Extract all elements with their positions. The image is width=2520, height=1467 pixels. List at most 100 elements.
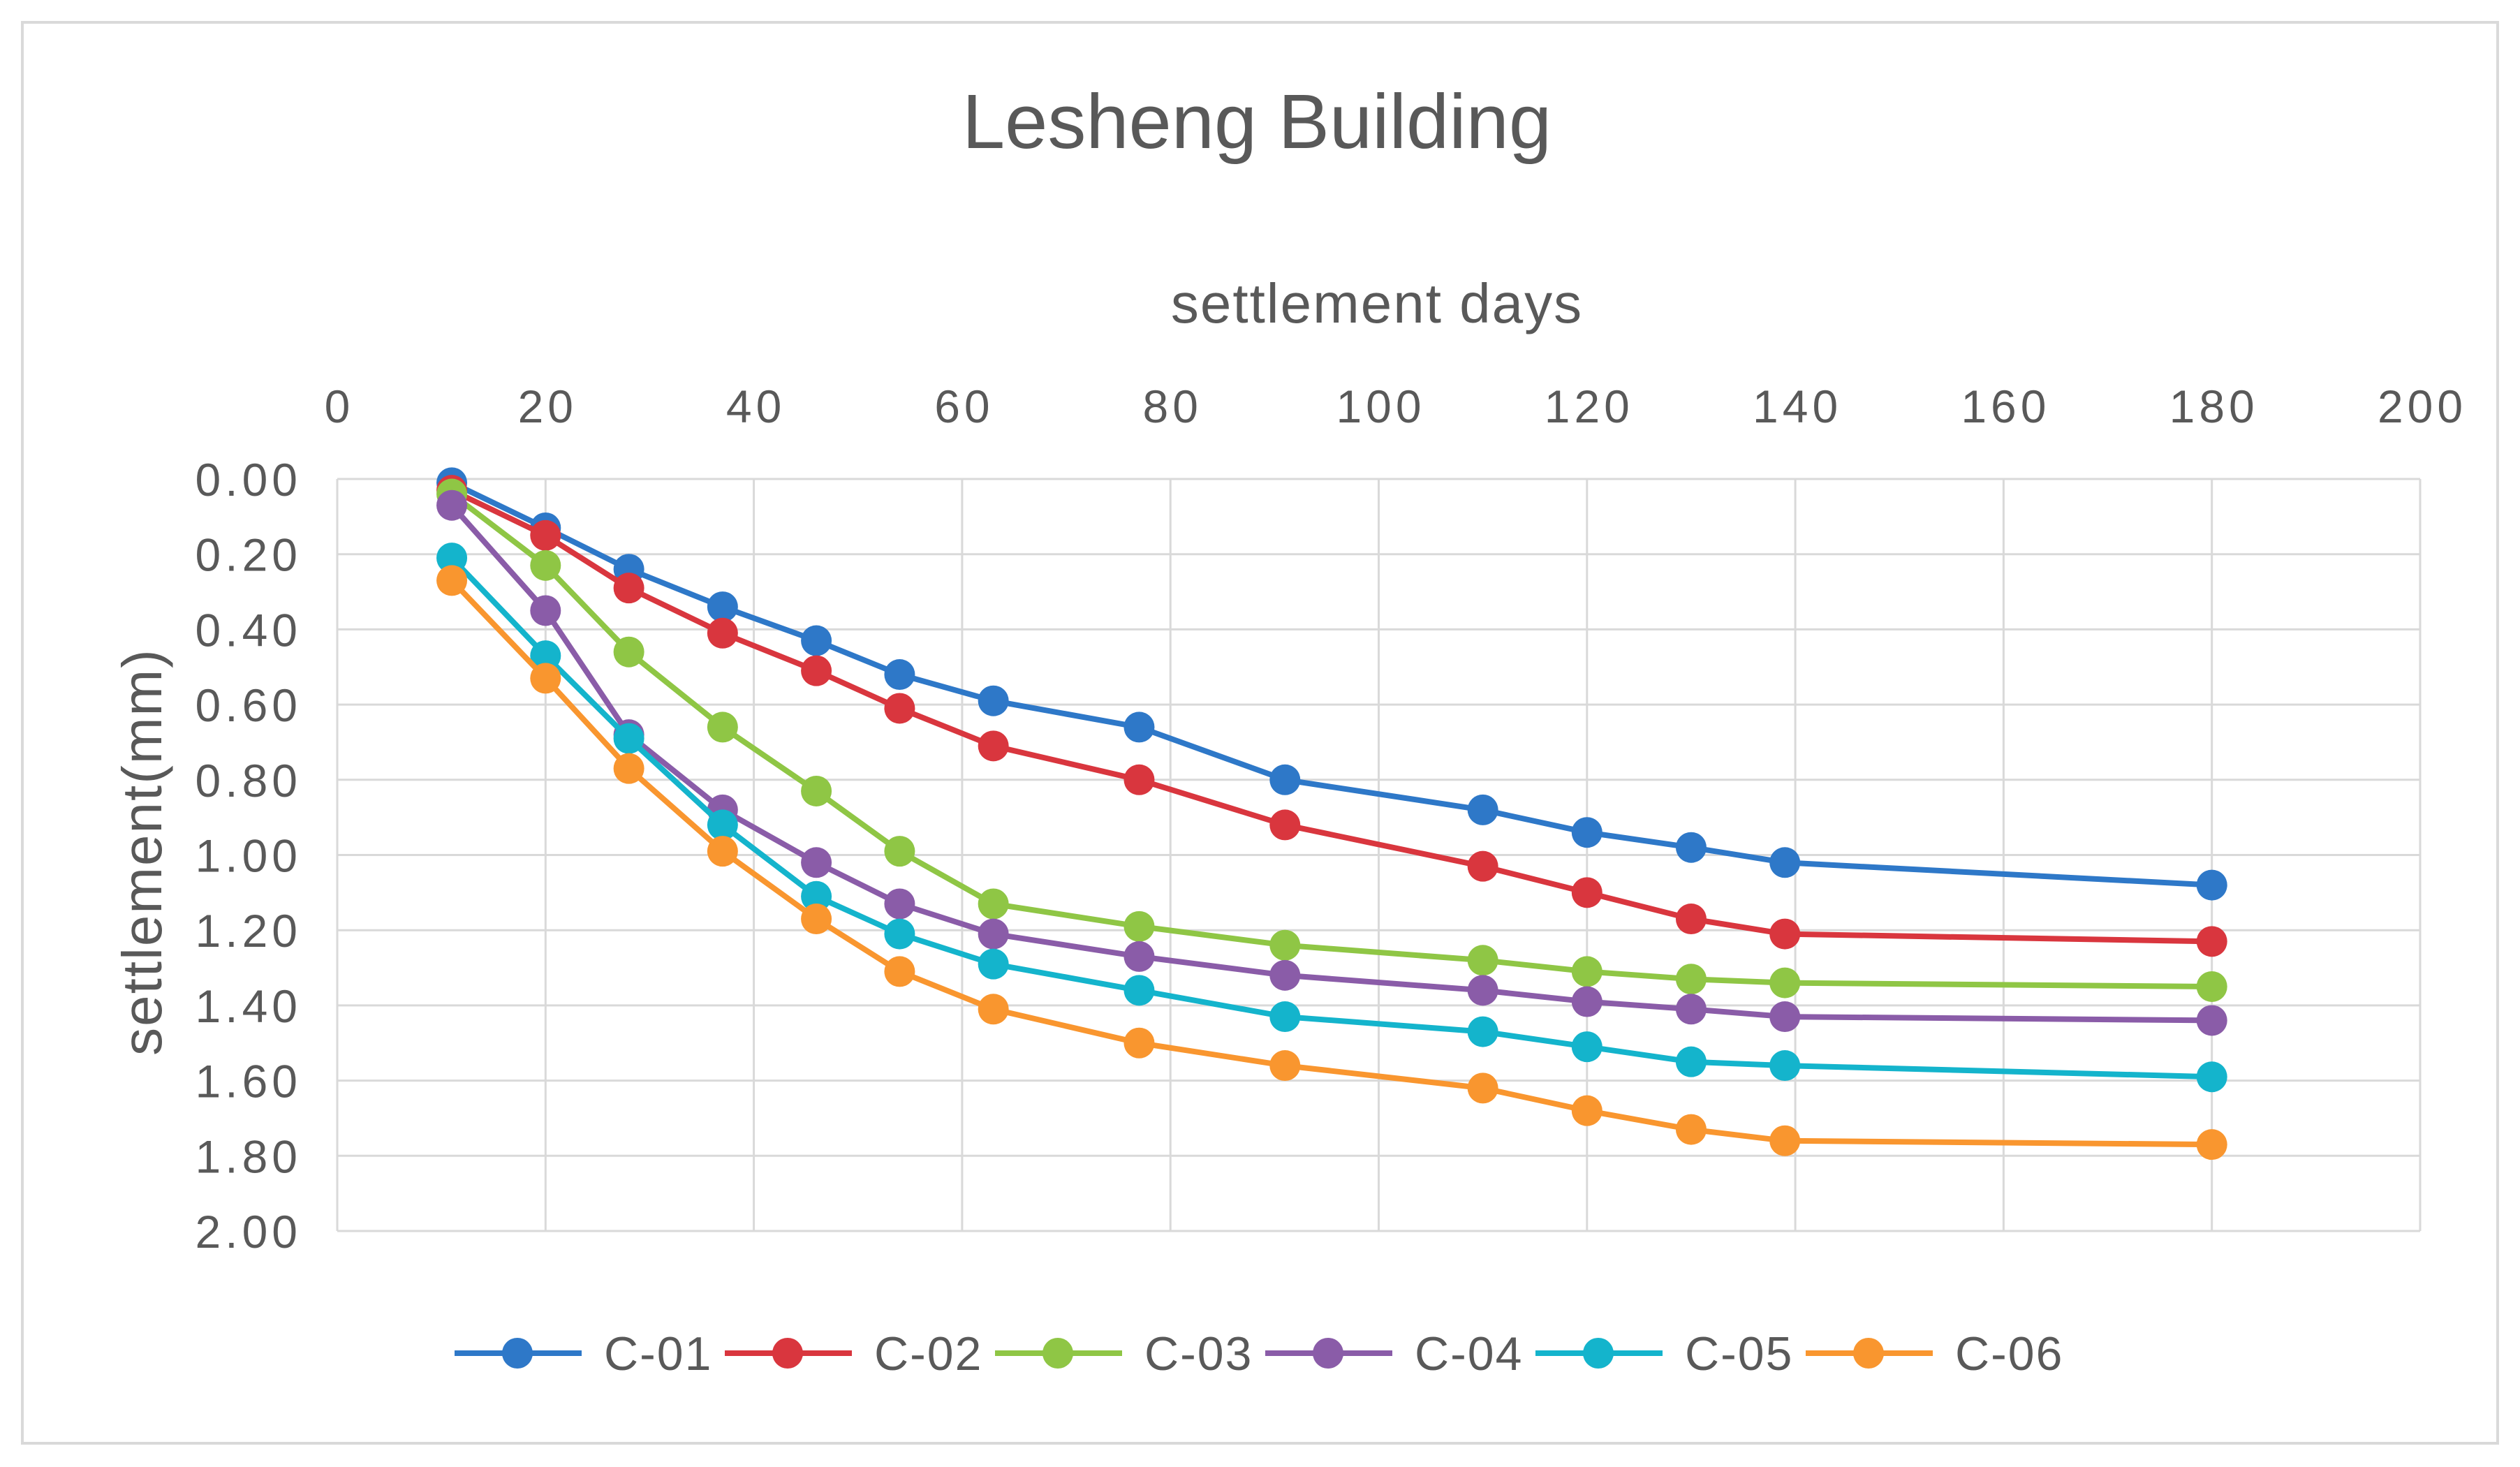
point-c-03-day-20 [530,550,561,581]
point-c-03-day-91 [1269,929,1301,961]
y-tick-label-0.20: 0.20 [196,529,302,581]
x-tick-label-200: 200 [2378,381,2467,432]
x-tick-label-60: 60 [934,381,994,432]
point-c-02-day-54 [884,693,915,724]
point-c-01-day-37 [707,591,738,623]
point-c-05-day-20 [530,640,561,672]
point-c-01-day-77 [1123,712,1155,743]
point-c-02-day-77 [1123,764,1155,795]
point-c-04-day-139 [1769,1001,1801,1033]
legend-item-c-04: C-04 [1265,1327,1523,1380]
point-c-06-day-110 [1467,1072,1498,1104]
legend-marker-c-03 [1042,1338,1073,1369]
series-c-03 [436,478,2227,1002]
series-line-c-01 [449,480,2215,888]
series-line-c-05 [449,555,2215,1080]
point-c-01-day-130 [1675,832,1707,863]
point-c-04-day-54 [884,888,915,920]
point-c-03-day-46 [801,775,832,806]
series-c-02 [436,475,2227,957]
point-c-01-day-180 [2196,869,2227,901]
series-c-01 [436,467,2227,901]
point-c-04-day-91 [1269,959,1301,991]
point-c-03-day-139 [1769,967,1801,998]
point-c-01-day-54 [884,659,915,691]
legend-item-c-02: C-02 [725,1327,982,1380]
legend-label-c-03: C-03 [1144,1327,1253,1380]
legend-label-c-02: C-02 [874,1327,982,1380]
point-c-05-day-139 [1769,1050,1801,1082]
series-line-c-06 [449,577,2215,1148]
x-axis-tick-labels: 0 20 40 60 80 100 120 140 160 180 200 [325,381,2467,432]
plot-series [436,467,2227,1160]
x-tick-label-40: 40 [726,381,786,432]
point-c-01-day-91 [1269,764,1301,795]
series-c-05 [436,543,2227,1093]
point-c-05-day-46 [801,880,832,912]
point-c-06-day-37 [707,836,738,867]
legend-label-c-06: C-06 [1955,1327,2063,1380]
point-c-06-day-91 [1269,1050,1301,1082]
legend-marker-c-05 [1583,1338,1614,1369]
point-c-03-day-110 [1467,945,1498,976]
point-c-06-day-28 [613,753,644,784]
point-c-04-day-77 [1123,941,1155,972]
legend-item-c-03: C-03 [995,1327,1253,1380]
y-tick-label-0.60: 0.60 [196,679,302,731]
point-c-04-day-120 [1571,986,1602,1017]
legend: C-01 C-02 C-03 C-04 C-05 C-06 [455,1327,2063,1380]
point-c-02-day-139 [1769,918,1801,950]
legend-marker-c-04 [1313,1338,1343,1369]
x-tick-label-160: 160 [1961,381,2050,432]
point-c-05-day-77 [1123,975,1155,1006]
point-c-02-day-91 [1269,809,1301,841]
y-tick-label-1.40: 1.40 [196,980,302,1032]
point-c-04-day-130 [1675,994,1707,1025]
legend-label-c-05: C-05 [1685,1327,1793,1380]
point-c-06-day-120 [1571,1095,1602,1126]
point-c-03-day-77 [1123,911,1155,942]
point-c-03-day-28 [613,636,644,668]
point-c-06-day-139 [1769,1125,1801,1156]
point-c-03-day-180 [2196,971,2227,1002]
point-c-02-day-180 [2196,926,2227,957]
legend-item-c-06: C-06 [1806,1327,2063,1380]
series-line-c-03 [449,491,2215,989]
point-c-02-day-130 [1675,904,1707,935]
legend-label-c-04: C-04 [1415,1327,1523,1380]
point-c-06-day-54 [884,956,915,987]
y-tick-label-0.00: 0.00 [196,454,302,506]
point-c-06-day-46 [801,904,832,935]
point-c-03-day-54 [884,836,915,867]
point-c-04-day-110 [1467,975,1498,1006]
chart-frame [21,21,2499,1445]
point-c-04-day-180 [2196,1005,2227,1036]
point-c-01-day-139 [1769,847,1801,878]
point-c-02-day-37 [707,617,738,649]
point-c-03-day-37 [707,712,738,743]
point-c-05-day-28 [613,723,644,754]
point-c-04-day-20 [530,595,561,626]
x-tick-label-140: 140 [1753,381,1842,432]
series-line-c-02 [449,487,2215,945]
chart-title: Lesheng Building [962,79,1552,165]
point-c-02-day-120 [1571,877,1602,908]
point-c-06-day-11 [436,565,468,596]
point-c-04-day-46 [801,847,832,878]
point-c-02-day-46 [801,655,832,686]
point-c-05-day-63 [978,948,1009,980]
x-tick-label-20: 20 [518,381,577,432]
y-axis-tick-labels: 0.00 0.20 0.40 0.60 0.80 1.00 1.20 1.40 1.60 1.80… [196,454,302,1258]
point-c-02-day-63 [978,730,1009,762]
point-c-02-day-20 [530,519,561,551]
point-c-01-day-110 [1467,794,1498,825]
y-tick-label-1.60: 1.60 [196,1056,302,1107]
point-c-05-day-130 [1675,1046,1707,1077]
legend-marker-c-02 [772,1338,803,1369]
legend-item-c-05: C-05 [1535,1327,1793,1380]
x-tick-label-180: 180 [2169,381,2259,432]
y-tick-label-2.00: 2.00 [196,1206,302,1258]
legend-marker-c-06 [1853,1338,1884,1369]
point-c-01-day-46 [801,625,832,656]
point-c-04-day-11 [436,489,468,521]
